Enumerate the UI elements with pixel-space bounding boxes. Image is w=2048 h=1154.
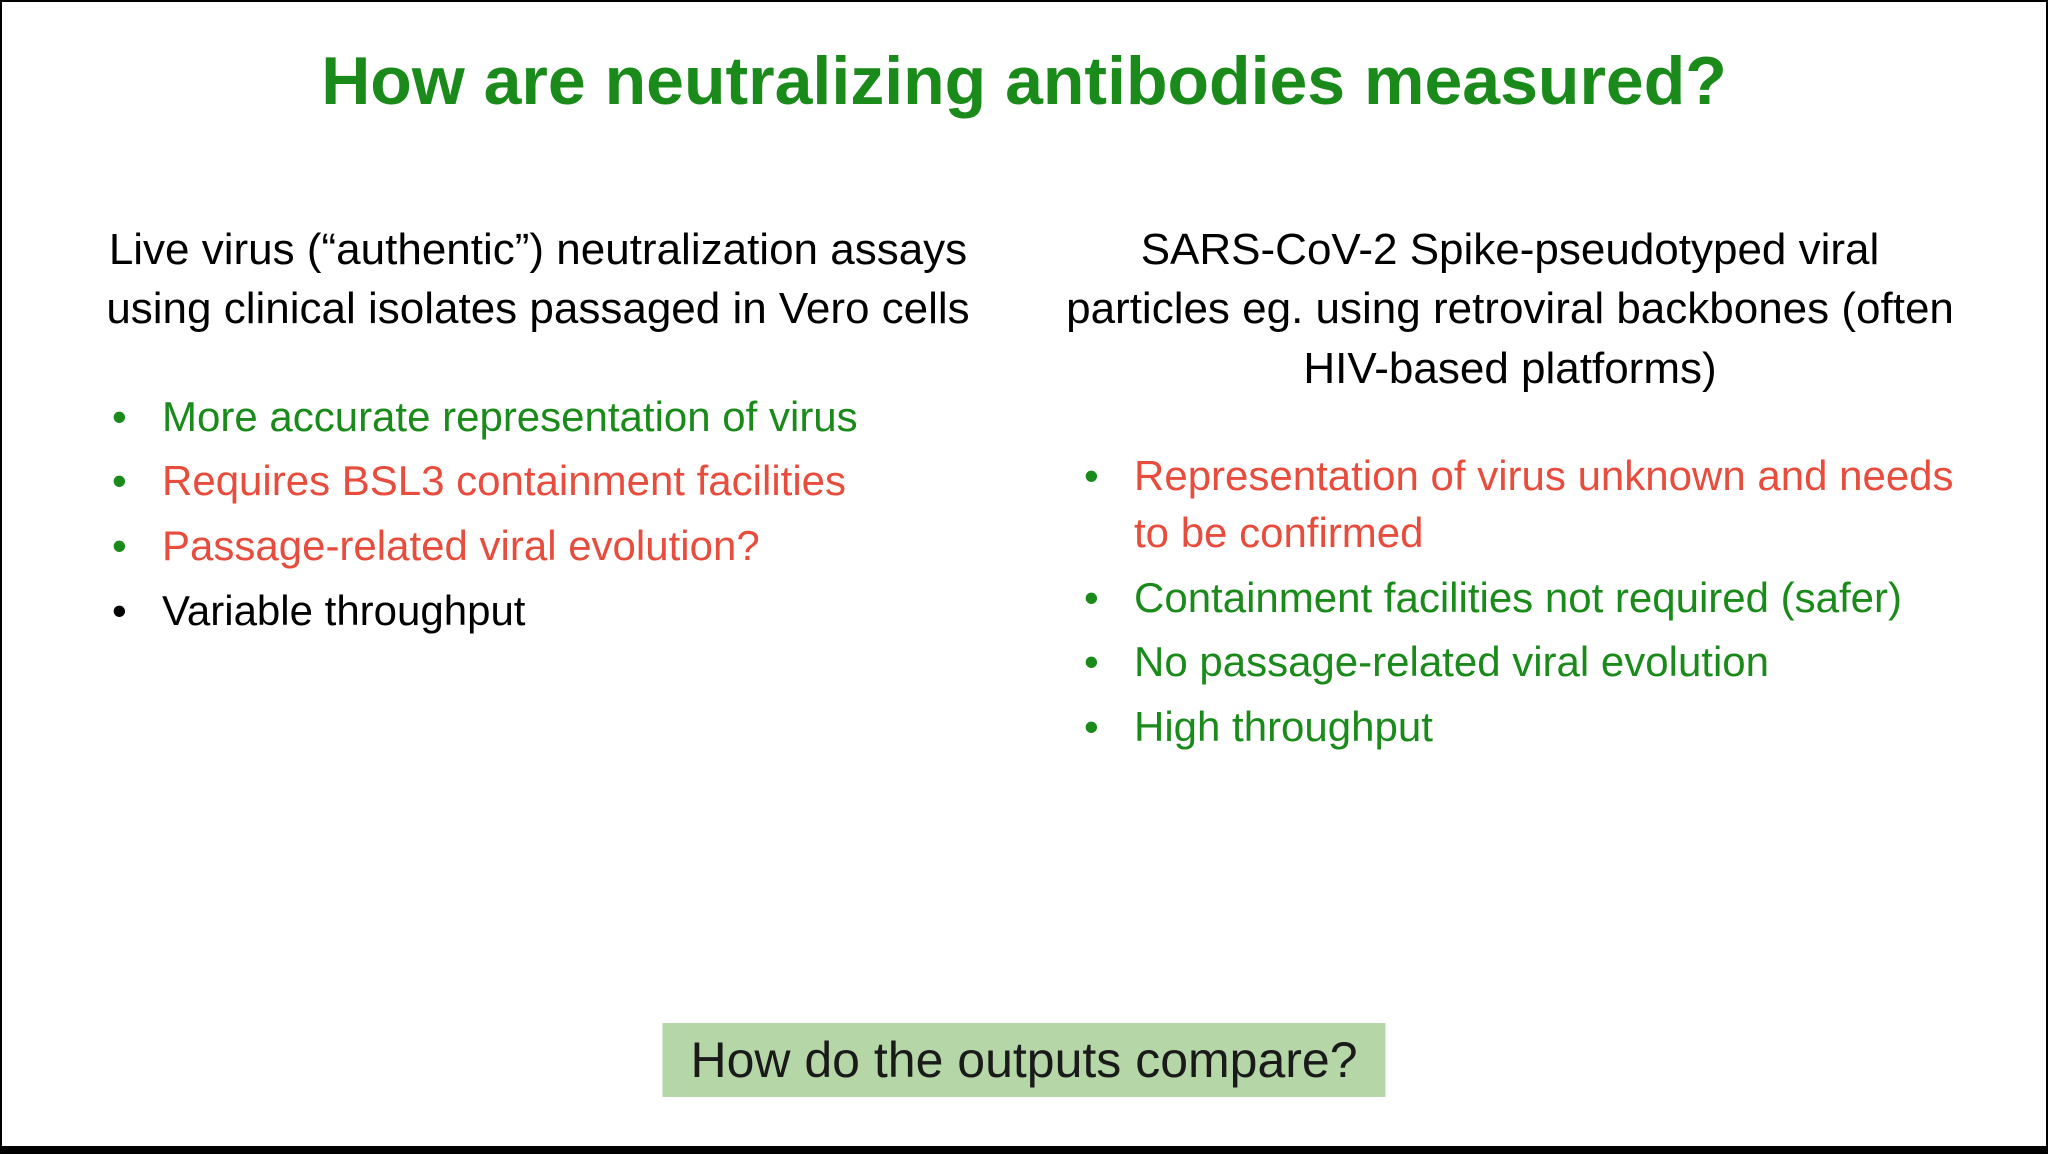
bullet-text: Containment facilities not required (saf… bbox=[1134, 570, 1966, 627]
bullet-text: Requires BSL3 containment facilities bbox=[162, 453, 994, 510]
bullet-text: High throughput bbox=[1134, 699, 1966, 756]
left-bullet-list: •More accurate representation of virus•R… bbox=[82, 389, 994, 640]
bullet-marker: • bbox=[112, 453, 162, 510]
bullet-text: Representation of virus unknown and need… bbox=[1134, 448, 1966, 561]
list-item: •Containment facilities not required (sa… bbox=[1084, 570, 1966, 627]
list-item: •High throughput bbox=[1084, 699, 1966, 756]
bottom-bar bbox=[2, 1146, 2046, 1152]
left-column: Live virus (“authentic”) neutralization … bbox=[82, 220, 994, 764]
left-column-header: Live virus (“authentic”) neutralization … bbox=[82, 220, 994, 339]
bullet-marker: • bbox=[1084, 699, 1134, 756]
list-item: •Passage-related viral evolution? bbox=[112, 518, 994, 575]
bullet-marker: • bbox=[1084, 448, 1134, 505]
bullet-text: Variable throughput bbox=[162, 583, 994, 640]
right-bullet-list: •Representation of virus unknown and nee… bbox=[1054, 448, 1966, 755]
footer-question: How do the outputs compare? bbox=[662, 1023, 1385, 1097]
bullet-marker: • bbox=[112, 518, 162, 575]
list-item: •No passage-related viral evolution bbox=[1084, 634, 1966, 691]
slide-title: How are neutralizing antibodies measured… bbox=[62, 42, 1986, 120]
list-item: •Representation of virus unknown and nee… bbox=[1084, 448, 1966, 561]
bullet-marker: • bbox=[112, 583, 162, 640]
bullet-text: More accurate representation of virus bbox=[162, 389, 994, 446]
bullet-text: Passage-related viral evolution? bbox=[162, 518, 994, 575]
list-item: •More accurate representation of virus bbox=[112, 389, 994, 446]
columns-container: Live virus (“authentic”) neutralization … bbox=[62, 220, 1986, 764]
bullet-marker: • bbox=[112, 389, 162, 446]
bullet-marker: • bbox=[1084, 570, 1134, 627]
right-column-header: SARS-CoV-2 Spike-pseudotyped viral parti… bbox=[1054, 220, 1966, 398]
bullet-text: No passage-related viral evolution bbox=[1134, 634, 1966, 691]
list-item: •Variable throughput bbox=[112, 583, 994, 640]
list-item: •Requires BSL3 containment facilities bbox=[112, 453, 994, 510]
right-column: SARS-CoV-2 Spike-pseudotyped viral parti… bbox=[1054, 220, 1966, 764]
bullet-marker: • bbox=[1084, 634, 1134, 691]
